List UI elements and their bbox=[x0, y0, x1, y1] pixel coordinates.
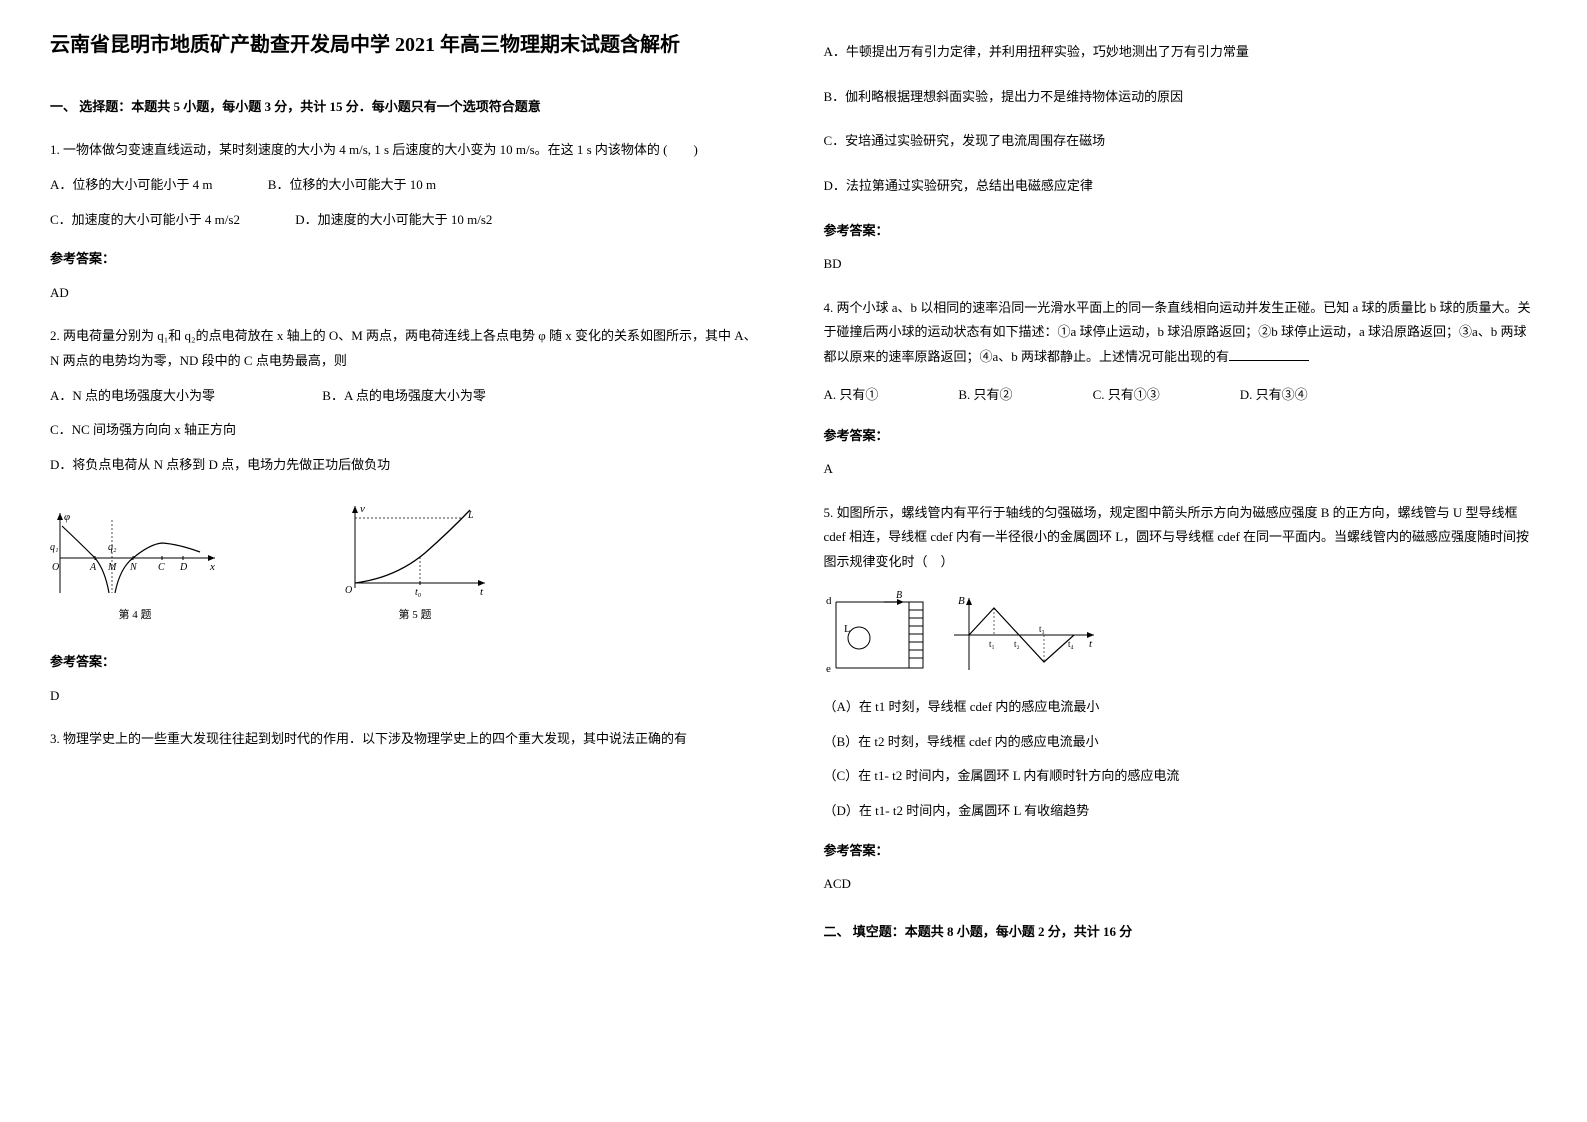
svg-text:t₂: t₂ bbox=[1014, 639, 1020, 649]
svg-text:t₄: t₄ bbox=[1068, 639, 1074, 649]
q4-optD: D. 只有③④ bbox=[1240, 383, 1308, 406]
q4-text-content: 4. 两个小球 a、b 以相同的速率沿同一光滑水平面上的同一条直线相向运动并发生… bbox=[824, 300, 1531, 364]
q3-answer: BD bbox=[824, 252, 1538, 275]
q2-figures: φ x O q₁ A M q₂ N C D bbox=[50, 498, 764, 626]
svg-text:D: D bbox=[179, 562, 188, 573]
q1-text: 1. 一物体做匀变速直线运动，某时刻速度的大小为 4 m/s, 1 s 后速度的… bbox=[50, 138, 764, 163]
q5-optB: （B）在 t2 时刻，导线框 cdef 内的感应电流最小 bbox=[824, 730, 1538, 755]
q2-optB: B．A 点的电场强度大小为零 bbox=[322, 388, 486, 403]
q1-optD: D．加速度的大小可能大于 10 m/s2 bbox=[295, 212, 492, 227]
left-column: 云南省昆明市地质矿产勘查开发局中学 2021 年高三物理期末试题含解析 一、 选… bbox=[50, 30, 764, 1092]
q1-answer-label: 参考答案： bbox=[50, 247, 764, 270]
svg-text:L: L bbox=[844, 623, 851, 635]
q5-answer: ACD bbox=[824, 872, 1538, 895]
svg-text:A: A bbox=[89, 562, 97, 573]
q4-text: 4. 两个小球 a、b 以相同的速率沿同一光滑水平面上的同一条直线相向运动并发生… bbox=[824, 296, 1538, 370]
svg-text:φ: φ bbox=[64, 511, 70, 523]
svg-text:B: B bbox=[896, 590, 902, 601]
svg-text:N: N bbox=[129, 562, 138, 573]
q3-optD: D．法拉第通过实验研究，总结出电磁感应定律 bbox=[824, 174, 1538, 199]
q3-answer-label: 参考答案： bbox=[824, 219, 1538, 242]
q1-optC: C．加速度的大小可能小于 4 m/s2 bbox=[50, 212, 240, 227]
q1-options-row1: A．位移的大小可能小于 4 m B．位移的大小可能大于 10 m bbox=[50, 173, 764, 198]
q2-optC: C．NC 间场强方向向 x 轴正方向 bbox=[50, 418, 764, 443]
svg-text:e: e bbox=[826, 663, 831, 675]
q5-optC: （C）在 t1- t2 时间内，金属圆环 L 内有顺时针方向的感应电流 bbox=[824, 764, 1538, 789]
q4-answer-label: 参考答案： bbox=[824, 424, 1538, 447]
q1-answer: AD bbox=[50, 281, 764, 304]
svg-text:q₂: q₂ bbox=[108, 542, 117, 553]
solenoid-circuit-svg: d e L B B t bbox=[824, 590, 1104, 680]
q4-options: A. 只有① B. 只有② C. 只有①③ D. 只有③④ bbox=[824, 383, 1538, 406]
q4-blank bbox=[1229, 360, 1309, 361]
svg-text:x: x bbox=[209, 561, 215, 573]
figure-left: φ x O q₁ A M q₂ N C D bbox=[50, 508, 220, 626]
svg-text:O: O bbox=[345, 585, 352, 596]
svg-text:M: M bbox=[107, 562, 117, 573]
section2-heading: 二、 填空题：本题共 8 小题，每小题 2 分，共计 16 分 bbox=[824, 920, 1538, 943]
svg-text:B: B bbox=[958, 595, 965, 607]
svg-text:O: O bbox=[52, 562, 59, 573]
svg-text:t₀: t₀ bbox=[415, 587, 422, 598]
q2-text: 2. 两电荷量分别为 q₁和 q₂的点电荷放在 x 轴上的 O、M 两点，两电荷… bbox=[50, 324, 764, 373]
q2-answer: D bbox=[50, 684, 764, 707]
q4-optC: C. 只有①③ bbox=[1093, 383, 1160, 406]
svg-text:v: v bbox=[360, 503, 365, 515]
q2-optA-row: A．N 点的电场强度大小为零 B．A 点的电场强度大小为零 bbox=[50, 384, 764, 409]
figure-right-caption: 第 5 题 bbox=[399, 606, 432, 626]
svg-text:L: L bbox=[467, 510, 474, 521]
q4-optA: A. 只有① bbox=[824, 383, 879, 406]
svg-text:d: d bbox=[826, 595, 832, 607]
q5-text: 5. 如图所示，螺线管内有平行于轴线的匀强磁场，规定图中箭头所示方向为磁感应强度… bbox=[824, 501, 1538, 575]
right-column: A．牛顿提出万有引力定律，并利用扭秤实验，巧妙地测出了万有引力常量 B．伽利略根… bbox=[824, 30, 1538, 1092]
q2-answer-label: 参考答案： bbox=[50, 650, 764, 673]
q3-optC: C．安培通过实验研究，发现了电流周围存在磁场 bbox=[824, 129, 1538, 154]
q4-optB: B. 只有② bbox=[958, 383, 1012, 406]
figure-right: v t O t₀ L 第 5 题 bbox=[340, 498, 490, 626]
svg-text:t: t bbox=[1089, 638, 1093, 650]
q5-optA: （A）在 t1 时刻，导线框 cdef 内的感应电流最小 bbox=[824, 695, 1538, 720]
q1-optB: B．位移的大小可能大于 10 m bbox=[268, 177, 436, 192]
velocity-curve-svg: v t O t₀ L bbox=[340, 498, 490, 598]
q3-optB: B．伽利略根据理想斜面实验，提出力不是维持物体运动的原因 bbox=[824, 85, 1538, 110]
svg-text:q₁: q₁ bbox=[50, 542, 58, 553]
section1-heading: 一、 选择题：本题共 5 小题，每小题 3 分，共计 15 分．每小题只有一个选… bbox=[50, 95, 764, 118]
q1-options-row2: C．加速度的大小可能小于 4 m/s2 D．加速度的大小可能大于 10 m/s2 bbox=[50, 208, 764, 233]
q3-text: 3. 物理学史上的一些重大发现往往起到划时代的作用．以下涉及物理学史上的四个重大… bbox=[50, 727, 764, 752]
q5-figure: d e L B B t bbox=[824, 590, 1538, 680]
q4-answer: A bbox=[824, 457, 1538, 480]
document-title: 云南省昆明市地质矿产勘查开发局中学 2021 年高三物理期末试题含解析 bbox=[50, 30, 764, 60]
figure-left-caption: 第 4 题 bbox=[119, 606, 152, 626]
q5-answer-label: 参考答案： bbox=[824, 839, 1538, 862]
q2-optD: D．将负点电荷从 N 点移到 D 点，电场力先做正功后做负功 bbox=[50, 453, 764, 478]
q1-optA: A．位移的大小可能小于 4 m bbox=[50, 177, 213, 192]
svg-text:t₁: t₁ bbox=[989, 639, 995, 649]
svg-text:t₃: t₃ bbox=[1039, 624, 1045, 634]
q3-optA: A．牛顿提出万有引力定律，并利用扭秤实验，巧妙地测出了万有引力常量 bbox=[824, 40, 1538, 65]
q5-optD: （D）在 t1- t2 时间内，金属圆环 L 有收缩趋势 bbox=[824, 799, 1538, 824]
svg-text:C: C bbox=[158, 562, 165, 573]
potential-curve-svg: φ x O q₁ A M q₂ N C D bbox=[50, 508, 220, 598]
svg-text:t: t bbox=[480, 586, 484, 598]
q2-optA: A．N 点的电场强度大小为零 bbox=[50, 388, 215, 403]
